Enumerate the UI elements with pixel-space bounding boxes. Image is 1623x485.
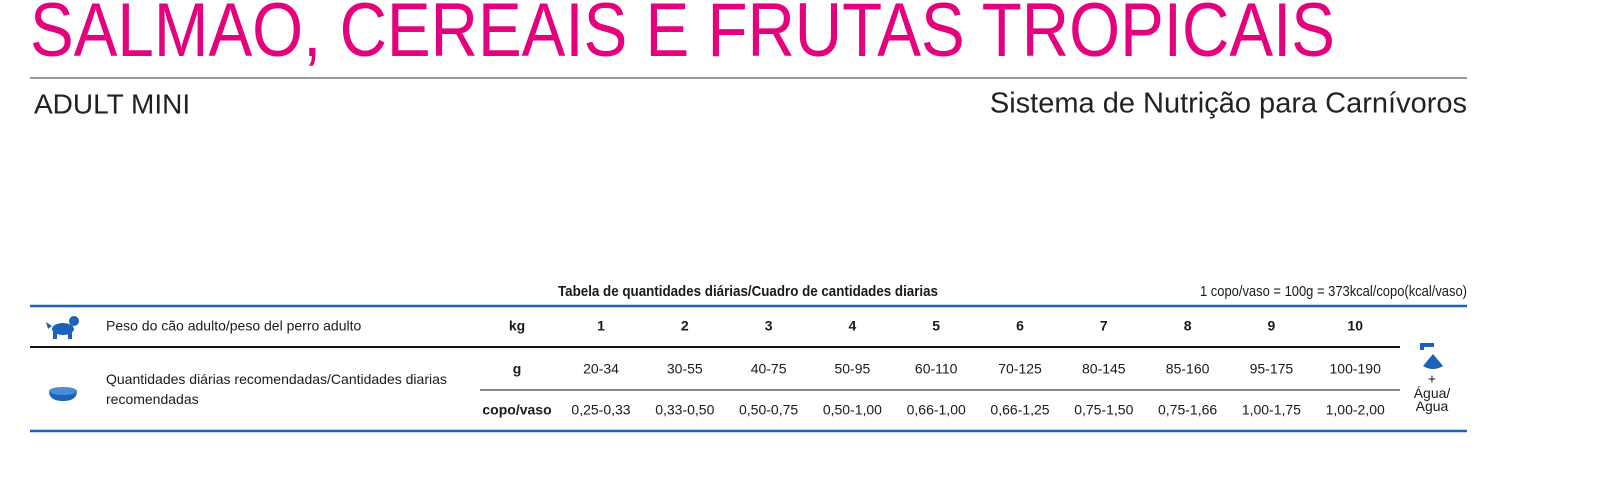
weight-cell: 7: [1100, 318, 1108, 334]
weight-cell: 3: [765, 318, 773, 334]
weight-cell: 2: [681, 318, 689, 334]
weight-label: Peso do cão adulto/peso del perro adulto: [106, 318, 362, 334]
water-icon: [1420, 343, 1443, 369]
grams-cell: 80-145: [1082, 361, 1126, 377]
cups-cell: 0,66-1,00: [907, 402, 966, 418]
cups-cell: 0,66-1,25: [990, 402, 1049, 418]
cups-unit: copo/vaso: [482, 402, 551, 418]
grams-cell: 50-95: [834, 361, 870, 377]
grams-cell: 100-190: [1330, 361, 1382, 377]
grams-cell: 20-34: [583, 361, 619, 377]
grams-cell: 60-110: [915, 361, 958, 377]
quantity-label: Quantidades diárias recomendadas/Cantida…: [106, 371, 447, 407]
grams-cell: 85-160: [1166, 361, 1210, 377]
weight-cell: 5: [932, 318, 940, 334]
subtitle: ADULT MINI: [34, 88, 190, 119]
grams-cell: 40-75: [751, 361, 787, 377]
cups-cell: 0,75-1,66: [1158, 402, 1217, 418]
water-plus: +: [1428, 371, 1436, 387]
weight-cell: 10: [1347, 318, 1363, 334]
cups-cell: 0,75-1,50: [1074, 402, 1133, 418]
bowl-icon: [49, 387, 77, 401]
grams-cell: 95-175: [1250, 361, 1294, 377]
cups-cell: 0,33-0,50: [655, 402, 714, 418]
cups-cell: 1,00-2,00: [1326, 402, 1385, 418]
weight-cell: 8: [1184, 318, 1192, 334]
cups-cell: 1,00-1,75: [1242, 402, 1301, 418]
tagline: Sistema de Nutrição para Carnívoros: [990, 88, 1467, 120]
title: SALMÃO, CEREAIS E FRUTAS TROPICAIS: [30, 0, 1335, 73]
grams-unit: g: [513, 361, 522, 377]
cups-cell: 0,50-1,00: [823, 402, 882, 418]
cups-cell: 0,25-0,33: [571, 402, 630, 418]
weight-cell: 9: [1268, 318, 1276, 334]
weight-cell: 1: [597, 318, 605, 334]
table-caption: Tabela de quantidades diárias/Cuadro de …: [558, 283, 938, 300]
dog-icon: [46, 316, 79, 339]
grams-cell: 70-125: [998, 361, 1042, 377]
cups-cell: 0,50-0,75: [739, 402, 798, 418]
water-label: Água/Agua: [1414, 385, 1451, 414]
table-note: 1 copo/vaso = 100g = 373kcal/copo(kcal/v…: [1200, 283, 1467, 300]
grams-cell: 30-55: [667, 361, 703, 377]
weight-unit: kg: [509, 318, 525, 334]
weight-cell: 4: [849, 318, 857, 334]
weight-cell: 6: [1016, 318, 1024, 334]
